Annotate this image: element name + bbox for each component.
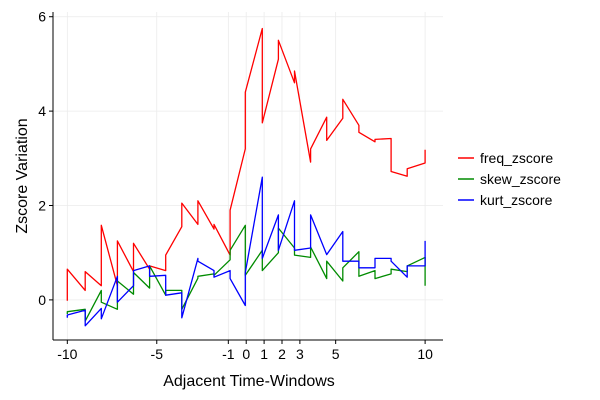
x-tick-label: 5: [332, 346, 340, 362]
legend-label-skew_zscore: skew_zscore: [480, 171, 561, 187]
x-axis-ticks: -10 -5 -1 0 1 2 3 5 10: [57, 340, 433, 362]
y-tick-label: 2: [38, 197, 46, 213]
y-tick-label: 4: [38, 103, 46, 119]
x-tick-label: 2: [278, 346, 286, 362]
axes: [52, 12, 443, 341]
x-tick-label: 3: [296, 346, 304, 362]
legend-label-freq_zscore: freq_zscore: [480, 150, 553, 166]
x-tick-label: -5: [151, 346, 164, 362]
y-tick-label: 6: [38, 9, 46, 25]
series-line-skew_zscore: [66, 224, 426, 322]
legend: freq_zscore skew_zscore kurt_zscore: [458, 150, 561, 208]
y-tick-label: 0: [38, 292, 46, 308]
legend-label-kurt_zscore: kurt_zscore: [480, 192, 553, 208]
x-tick-label: -1: [222, 346, 235, 362]
series-line-kurt_zscore: [66, 176, 426, 327]
series-line-freq_zscore: [66, 27, 426, 301]
x-tick-label: 1: [260, 346, 268, 362]
grid-lines: [53, 12, 443, 340]
x-tick-label: -10: [57, 346, 77, 362]
series-lines: [66, 27, 426, 327]
x-axis-label: Adjacent Time-Windows: [163, 373, 335, 390]
x-tick-label: 0: [242, 346, 250, 362]
x-tick-label: 10: [417, 346, 433, 362]
y-axis-label: Zscore Variation: [14, 118, 31, 233]
y-axis-ticks: 0 2 4 6: [38, 9, 53, 308]
